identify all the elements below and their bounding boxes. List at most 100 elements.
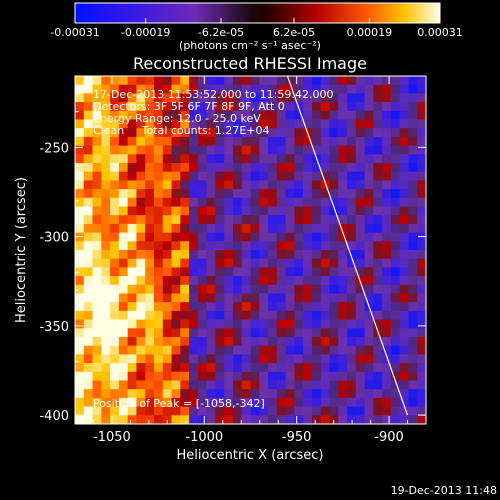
heatmap-cell [285,267,295,277]
heatmap-cell [180,284,190,295]
heatmap-cell [101,119,111,129]
heatmap-cell [127,145,138,155]
heatmap-cell [180,145,190,155]
heatmap-cell [390,310,401,321]
heatmap-cell [259,215,269,225]
heatmap-cell [215,171,225,181]
heatmap-cell [118,128,129,138]
heatmap-cell [303,154,313,164]
heatmap-cell [215,310,225,321]
heatmap-cell [347,319,357,329]
heatmap-cell [303,76,313,86]
heatmap-cell [294,293,304,303]
heatmap-cell [250,197,260,208]
heatmap-cell [329,380,339,390]
heatmap-cell [83,171,94,181]
heatmap-cell [338,310,348,321]
heatmap-cell [75,284,85,295]
heatmap-cell [110,267,120,277]
y-tick-label: -400 [39,409,69,424]
heatmap-cell [268,267,278,277]
heatmap-cell [320,406,331,416]
heatmap-cell [355,128,366,138]
chart-title: Reconstructed RHESSI Image [133,54,367,73]
heatmap-cell [136,284,146,295]
heatmap-cell [276,232,287,242]
heatmap-cell [162,319,173,329]
heatmap-cell [224,284,234,295]
heatmap-cell [347,293,357,303]
heatmap-cell [259,415,269,424]
heatmap-cell [250,310,260,321]
heatmap-cell [285,354,295,364]
heatmap-cell [268,276,278,286]
heatmap-cell [329,302,339,312]
heatmap-cell [382,310,392,321]
heatmap-cell [197,258,208,268]
heatmap-cell [338,328,348,338]
heatmap-cell [285,110,295,121]
heatmap-cell [364,380,374,390]
heatmap-cell [399,319,410,329]
heatmap-cell [364,84,374,94]
heatmap-cell [180,371,190,382]
heatmap-cell [162,328,173,338]
annotation-time: 17-Dec-2013 11:53:52.000 to 11:59:42.000 [93,88,334,101]
heatmap-cell [171,310,181,321]
heatmap-cell [338,206,348,216]
heatmap-cell [197,145,208,155]
heatmap-cell [329,319,339,329]
heatmap-cell [399,310,410,321]
heatmap-cell [197,128,208,138]
heatmap-cell [303,84,313,94]
heatmap-cell [197,397,208,408]
heatmap-cell [118,397,129,408]
heatmap-cell [329,136,339,147]
heatmap-cell [241,276,252,286]
heatmap-cell [329,371,339,382]
heatmap-cell [206,136,217,147]
heatmap-cell [355,258,366,268]
heatmap-cell [92,241,102,251]
heatmap-cell [110,276,120,286]
heatmap-cell [285,310,295,321]
heatmap-cell [408,128,418,138]
heatmap-cell [390,145,401,155]
heatmap-cell [110,241,120,251]
heatmap-cell [232,276,243,286]
heatmap-cell [215,136,225,147]
heatmap-cell [276,302,287,312]
x-axis-tick-labels: -1050 -1000 -950 -900 [93,430,404,445]
heatmap-cell [92,284,102,295]
heatmap-cell [329,310,339,321]
heatmap-cell [171,102,181,112]
heatmap-cell [408,371,418,382]
heatmap-cell [180,84,190,94]
heatmap-cell [417,206,426,216]
heatmap-cell [101,328,111,338]
heatmap-cell [145,319,155,329]
heatmap-cell [92,145,102,155]
heatmap-cell [206,397,217,408]
heatmap-cell [276,215,287,225]
heatmap-cell [285,258,295,268]
heatmap-cell [224,145,234,155]
heatmap-cell [241,154,252,164]
heatmap-cell [268,284,278,295]
heatmap-cell [189,406,199,416]
heatmap-cell [92,337,102,347]
heatmap-cell [153,84,164,94]
heatmap-cell [145,119,155,129]
heatmap-cell [153,93,164,103]
heatmap-cell [224,119,234,129]
heatmap-cell [180,128,190,138]
heatmap-cell [399,302,410,312]
heatmap-cell [145,154,155,164]
heatmap-cell [268,215,278,225]
heatmap-cell [145,354,155,364]
heatmap-cell [355,145,366,155]
heatmap-cell [180,93,190,103]
heatmap-cell [75,345,85,355]
heatmap-cell [101,397,111,408]
heatmap-cell [294,328,304,338]
